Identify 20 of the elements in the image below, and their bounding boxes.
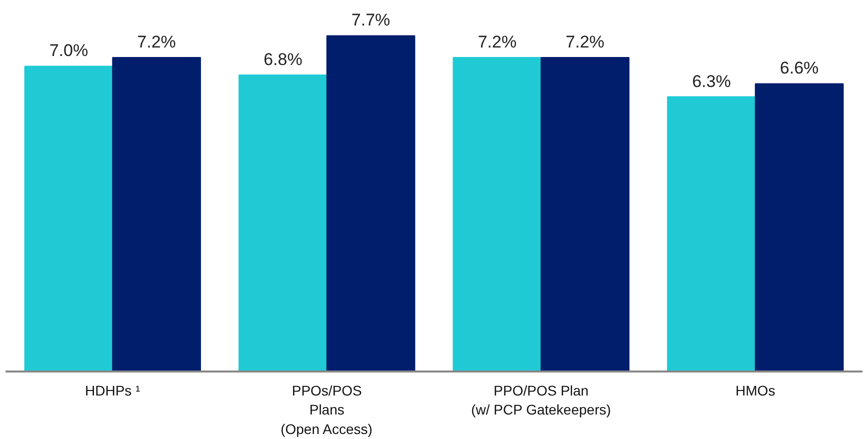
- data-label: 7.0%: [49, 41, 88, 60]
- data-label: 7.7%: [351, 10, 390, 30]
- bar: [667, 96, 756, 372]
- data-label: 6.6%: [780, 58, 819, 78]
- data-label: 7.2%: [566, 32, 604, 52]
- bar: [238, 74, 328, 372]
- x-tick-label: HDHPs ¹: [85, 382, 141, 398]
- data-label: 6.8%: [264, 50, 302, 69]
- bar: [112, 57, 201, 372]
- bar: [540, 57, 630, 372]
- data-label: 6.3%: [692, 72, 731, 91]
- x-tick-label: PPOs/POS Plans (Open Access): [280, 382, 372, 437]
- bar: [326, 35, 416, 372]
- bar: [452, 57, 542, 372]
- bar: [754, 83, 844, 372]
- bar: [24, 66, 114, 372]
- data-label: 7.2%: [137, 32, 176, 52]
- x-tick-label: PPO/POS Plan (w/ PCP Gatekeepers): [471, 382, 611, 418]
- data-label: 7.2%: [478, 32, 517, 52]
- x-tick-label: HMOs: [736, 382, 776, 398]
